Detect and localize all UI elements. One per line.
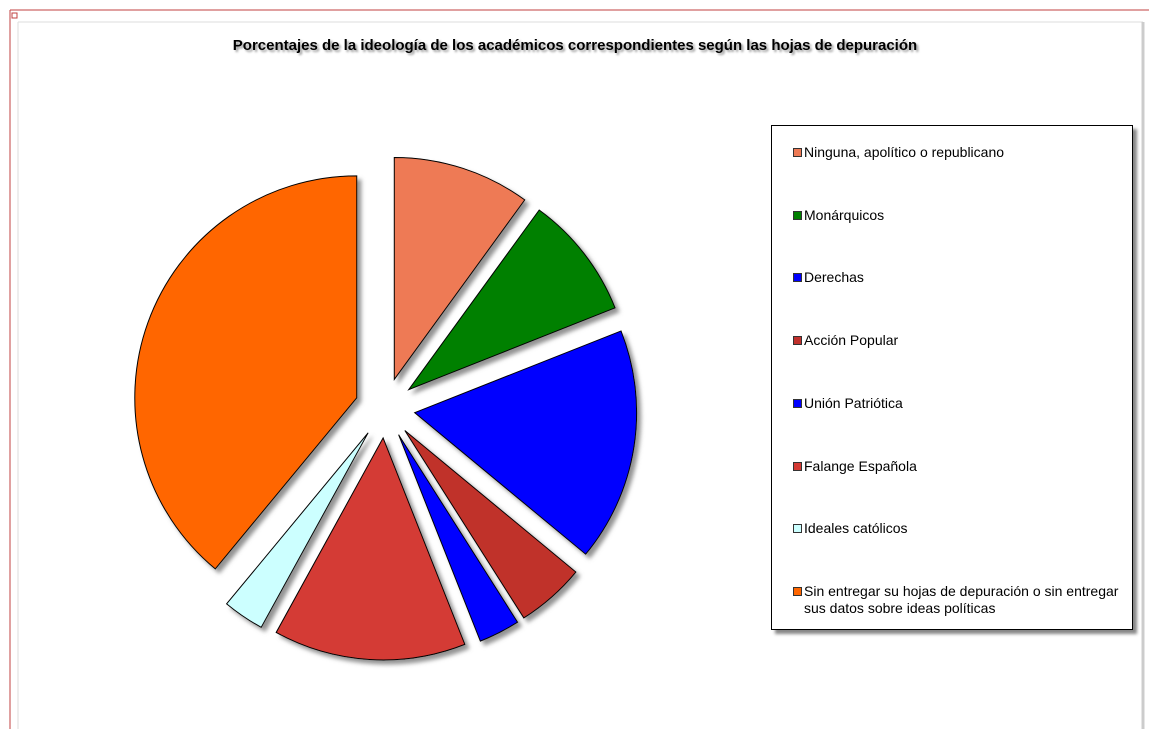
pie-slice xyxy=(393,156,526,382)
legend-item: Acción Popular xyxy=(793,332,1122,349)
legend-swatch xyxy=(793,273,802,283)
pie-slice xyxy=(398,434,519,642)
pie-slice xyxy=(275,436,466,661)
legend-swatch xyxy=(793,524,802,534)
legend-label: Ideales católicos xyxy=(804,520,908,537)
legend-label: Sin entregar su hojas de depuración o si… xyxy=(804,582,1119,616)
legend-label: Derechas xyxy=(804,269,864,286)
legend-label: Acción Popular xyxy=(804,332,899,349)
legend-label: Ninguna, apolítico o republicano xyxy=(804,144,1005,160)
legend-item: Ideales católicos xyxy=(793,520,1122,537)
pie-slice xyxy=(407,209,616,391)
legend-item: Monárquicos xyxy=(793,206,1122,224)
legend-item: Unión Patriótica xyxy=(793,394,1122,412)
legend-label: Falange Española xyxy=(804,457,917,474)
legend-item: Derechas xyxy=(793,269,1122,286)
legend-label: Monárquicos xyxy=(804,206,885,223)
chart-title: Porcentajes de la ideología de los acadé… xyxy=(233,37,917,54)
pie-slice xyxy=(225,432,369,629)
legend-item: Ninguna, apolítico o republicano xyxy=(793,144,1122,161)
legend-swatch xyxy=(793,336,802,346)
legend-item: Falange Española xyxy=(793,457,1122,475)
legend-swatch xyxy=(793,398,802,408)
pie-slice xyxy=(134,175,358,570)
pie xyxy=(134,156,638,661)
legend-swatch xyxy=(793,586,802,596)
legend-swatch xyxy=(793,210,802,220)
legend: Ninguna, apolítico o republicano Monárqui… xyxy=(771,125,1133,630)
legend-item: Sin entregar su hojas de depuración o si… xyxy=(793,582,1122,617)
frame-handle xyxy=(11,12,18,19)
legend-swatch xyxy=(793,148,802,157)
legend-swatch xyxy=(793,461,802,471)
legend-label: Unión Patriótica xyxy=(804,394,903,411)
pie-slice xyxy=(413,330,638,555)
pie-slice xyxy=(404,430,577,619)
